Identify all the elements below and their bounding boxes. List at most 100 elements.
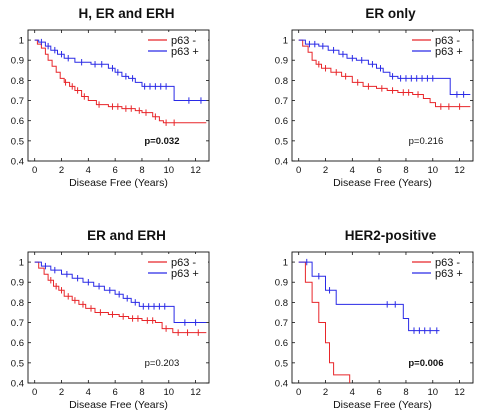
x-tick-label: 12	[454, 165, 465, 176]
survival-curve	[298, 261, 440, 332]
legend-box	[145, 32, 208, 58]
y-tick-label: 0.5	[275, 358, 288, 369]
survival-curve	[34, 39, 207, 124]
chart-title: ER only	[365, 6, 416, 21]
chart-title: HER2-positive	[345, 228, 437, 243]
legend-label: p63 -	[435, 35, 460, 47]
x-tick-label: 12	[190, 165, 201, 176]
survival-curve	[34, 39, 207, 101]
x-tick-label: 10	[163, 165, 174, 176]
y-tick-label: 0.4	[11, 379, 24, 390]
x-tick-label: 2	[323, 387, 328, 398]
legend-label: p63 +	[171, 46, 199, 58]
survival-curve	[298, 261, 351, 383]
x-tick-label: 8	[139, 387, 144, 398]
legend-box	[409, 32, 472, 58]
x-axis-label: Disease Free (Years)	[333, 177, 432, 189]
chart-panel-3: ER and ERH 0 2 4 6 8 10 12 0.4 0.5 0.6 0.7 0.8 0.9 1 Di…	[11, 228, 210, 411]
chart-panel-4: HER2-positive 0 2 4 6 8 10 12 0.4 0.5 0.6 0.7 0.8 0.9…	[275, 228, 474, 411]
x-tick-label: 12	[190, 387, 201, 398]
x-tick-label: 0	[296, 165, 301, 176]
p-value-label: p=0.006	[408, 358, 443, 369]
y-tick-label: 0.5	[11, 136, 24, 147]
y-tick-label: 0.9	[11, 56, 24, 67]
y-tick-label: 0.6	[11, 338, 24, 349]
x-tick-label: 4	[350, 387, 355, 398]
x-tick-label: 10	[163, 387, 174, 398]
y-tick-label: 0.8	[275, 76, 288, 87]
y-tick-label: 0.7	[11, 318, 24, 329]
legend: p63 -p63 +	[409, 32, 472, 58]
chart-title: H, ER and ERH	[78, 6, 174, 21]
axes-box	[291, 29, 474, 162]
series-1	[34, 39, 207, 126]
x-tick-label: 6	[376, 165, 381, 176]
y-tick-label: 0.7	[275, 96, 288, 107]
legend-label: p63 -	[171, 257, 196, 269]
axes-box	[27, 251, 210, 384]
x-tick-label: 0	[32, 165, 37, 176]
legend-label: p63 +	[435, 268, 463, 280]
x-tick-label: 10	[427, 387, 438, 398]
axes-box	[27, 29, 210, 162]
y-tick-label: 1	[283, 258, 288, 269]
x-tick-label: 0	[296, 387, 301, 398]
series-1	[34, 261, 207, 336]
y-tick-label: 0.4	[275, 379, 288, 390]
series-2	[34, 38, 207, 104]
axes-box	[291, 251, 474, 384]
y-tick-label: 0.8	[11, 76, 24, 87]
y-tick-label: 0.5	[11, 358, 24, 369]
legend-box	[409, 254, 472, 280]
legend: p63 -p63 +	[145, 32, 208, 58]
legend-label: p63 +	[171, 268, 199, 280]
y-tick-label: 0.7	[275, 318, 288, 329]
x-tick-label: 8	[403, 387, 408, 398]
p-value-label: p=0.032	[144, 136, 179, 147]
x-tick-label: 4	[86, 165, 91, 176]
chart-title: ER and ERH	[87, 228, 166, 243]
series-2	[298, 39, 471, 98]
x-tick-label: 12	[454, 387, 465, 398]
x-tick-label: 2	[59, 387, 64, 398]
y-tick-label: 0.7	[11, 96, 24, 107]
legend-label: p63 -	[435, 257, 460, 269]
y-tick-label: 0.9	[275, 56, 288, 67]
x-tick-label: 4	[86, 387, 91, 398]
series-1	[298, 39, 471, 110]
legend: p63 -p63 +	[409, 254, 472, 280]
legend: p63 -p63 +	[145, 254, 208, 280]
y-tick-label: 0.8	[11, 298, 24, 309]
x-tick-label: 6	[112, 165, 117, 176]
series-2	[298, 258, 440, 334]
p-value-label: p=0.216	[409, 136, 444, 147]
y-tick-label: 0.4	[11, 157, 24, 168]
y-tick-label: 1	[283, 36, 288, 47]
y-tick-label: 0.9	[275, 278, 288, 289]
series-2	[34, 261, 207, 326]
legend-label: p63 +	[435, 46, 463, 58]
x-tick-label: 4	[350, 165, 355, 176]
x-tick-label: 0	[32, 387, 37, 398]
y-tick-label: 0.5	[275, 136, 288, 147]
y-tick-label: 1	[19, 36, 24, 47]
x-tick-label: 2	[323, 165, 328, 176]
y-tick-label: 0.8	[275, 298, 288, 309]
x-tick-label: 2	[59, 165, 64, 176]
x-tick-label: 6	[376, 387, 381, 398]
series-1	[298, 261, 351, 383]
y-tick-label: 0.6	[11, 116, 24, 127]
legend-label: p63 -	[171, 35, 196, 47]
y-tick-label: 0.9	[11, 278, 24, 289]
chart-panel-1: H, ER and ERH 0 2 4 6 8 10 12 0.4 0.5 0.6 0.7 0.8 0.9…	[11, 6, 210, 189]
survival-curve	[298, 39, 471, 95]
x-tick-label: 10	[427, 165, 438, 176]
y-tick-label: 1	[19, 258, 24, 269]
x-axis-label: Disease Free (Years)	[69, 399, 168, 411]
y-tick-label: 0.6	[275, 116, 288, 127]
y-tick-label: 0.4	[275, 157, 288, 168]
x-axis-label: Disease Free (Years)	[69, 177, 168, 189]
x-axis-label: Disease Free (Years)	[333, 399, 432, 411]
p-value-label: p=0.203	[145, 358, 180, 369]
